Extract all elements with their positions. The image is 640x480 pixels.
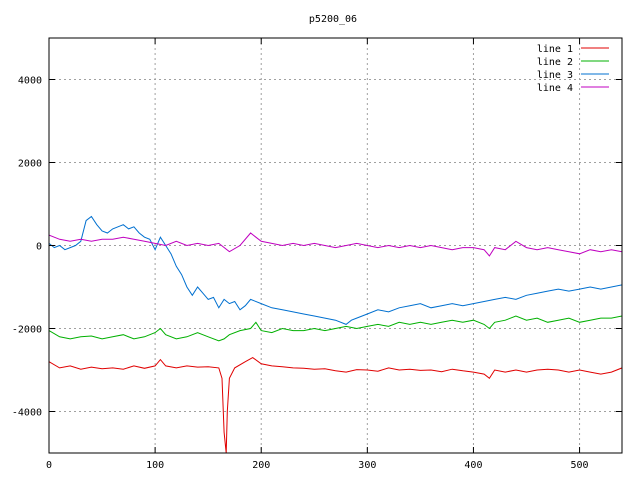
legend-label-4: line 4 — [537, 83, 573, 94]
y-axis: -4000 -2000 0 2000 4000 — [12, 76, 622, 419]
x-tick-label: 300 — [358, 460, 376, 471]
x-tick-label: 500 — [571, 460, 589, 471]
y-tick-label: 4000 — [18, 76, 42, 87]
y-tick-label: 2000 — [18, 159, 42, 170]
x-tick-label: 100 — [146, 460, 164, 471]
legend: line 1 line 2 line 3 line 4 — [537, 44, 609, 94]
series-line-4 — [49, 232, 622, 257]
x-tick-label: 400 — [464, 460, 482, 471]
x-tick-label: 200 — [252, 460, 270, 471]
x-tick-label: 0 — [46, 460, 52, 471]
legend-label-2: line 2 — [537, 57, 573, 68]
y-tick-label: 0 — [36, 242, 42, 253]
chart-title: p5200_06 — [309, 14, 357, 25]
x-axis: 0 100 200 300 400 500 — [46, 38, 589, 471]
grid — [49, 38, 622, 453]
series-layer — [49, 215, 622, 453]
y-tick-label: -2000 — [12, 325, 42, 336]
legend-label-3: line 3 — [537, 70, 573, 81]
series-line-2 — [49, 315, 622, 342]
y-tick-label: -4000 — [12, 408, 42, 419]
series-line-1 — [49, 357, 622, 453]
legend-label-1: line 1 — [537, 44, 573, 55]
series-line-3 — [49, 215, 622, 325]
